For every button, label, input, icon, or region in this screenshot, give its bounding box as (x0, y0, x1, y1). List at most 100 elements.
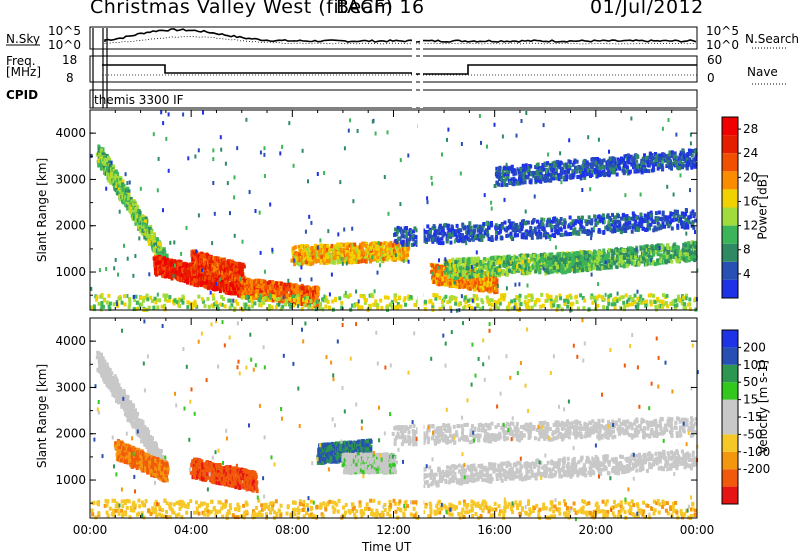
power-cell (447, 262, 451, 267)
power-cell (121, 179, 125, 184)
power-cell (216, 258, 220, 263)
power-cell (323, 257, 327, 262)
power-cell (216, 276, 220, 281)
power-cell (218, 289, 222, 294)
power-cell (155, 256, 159, 261)
power-cell (401, 250, 405, 255)
power-cell (230, 287, 234, 292)
power-cell (308, 297, 312, 301)
power-cell (309, 287, 313, 292)
power-cell (98, 163, 102, 168)
power-cell (97, 158, 101, 163)
power-cell (212, 268, 216, 273)
power-cell (339, 259, 343, 264)
power-cell (454, 280, 458, 284)
power-cell (239, 262, 243, 267)
power-cell (136, 223, 140, 228)
power-cell (156, 260, 160, 265)
power-cell (318, 250, 322, 254)
power-cell (102, 165, 106, 170)
power-cell (397, 256, 401, 261)
power-cell (107, 174, 111, 179)
power-cell (347, 256, 351, 261)
power-cell (387, 255, 391, 260)
power-cell (349, 257, 353, 262)
power-cell (191, 257, 195, 262)
power-cell (375, 250, 379, 255)
power-cell (316, 292, 320, 296)
power-cell (446, 265, 450, 270)
power-cell (173, 266, 177, 271)
power-cell (148, 229, 152, 234)
power-cell (560, 263, 564, 268)
power-cell (297, 261, 301, 266)
power-cell (495, 278, 499, 283)
power-cell (435, 275, 439, 280)
power-cell (126, 186, 130, 191)
power-cell (314, 259, 318, 263)
power-cell (252, 283, 256, 288)
power-cell (363, 259, 367, 264)
power-cell (263, 285, 267, 290)
power-cell (479, 273, 483, 278)
power-cell (184, 279, 188, 284)
power-cell (332, 256, 336, 261)
power-cell (451, 266, 455, 271)
power-cell (293, 245, 297, 250)
power-cell (321, 258, 325, 263)
power-cell (108, 157, 111, 162)
power-cell (369, 250, 373, 255)
power-cell (195, 274, 199, 279)
power-cell (318, 245, 321, 249)
power-cell (479, 285, 483, 290)
power-cell (476, 284, 480, 289)
power-cell (372, 253, 375, 258)
power-cell (144, 219, 147, 224)
power-cell (559, 257, 563, 262)
power-cell (101, 152, 105, 157)
power-cell (380, 258, 384, 263)
power-cell (99, 148, 103, 153)
power-cell (193, 255, 197, 260)
power-cell (233, 261, 237, 266)
power-cell (269, 285, 272, 290)
power-cell (253, 286, 257, 291)
power-cell (315, 294, 318, 299)
power-cell (292, 284, 296, 289)
power-cell (212, 256, 216, 261)
power-cell (199, 280, 203, 285)
power-cell (470, 259, 474, 264)
power-cell (217, 284, 221, 289)
power-cell (461, 280, 465, 285)
power-cell (162, 247, 166, 252)
power-cell (354, 247, 358, 252)
power-cell (141, 214, 144, 219)
power-cell (192, 263, 196, 268)
power-cell (165, 258, 169, 263)
power-cell (250, 281, 254, 286)
power-cell (106, 172, 109, 176)
power-cell (263, 279, 267, 284)
power-cell (224, 279, 228, 284)
power-cell (385, 241, 389, 246)
power-cell (346, 252, 349, 257)
power-cell (315, 249, 319, 254)
power-cell (357, 255, 361, 259)
power-cell (481, 286, 485, 291)
power-cell (127, 189, 131, 194)
power-cell (309, 257, 313, 262)
power-cell (131, 202, 135, 207)
power-cell (479, 260, 483, 264)
power-cell (355, 249, 359, 254)
power-cell (115, 180, 119, 185)
power-cell (312, 249, 316, 254)
power-cell (360, 248, 364, 252)
power-cell (187, 266, 191, 271)
power-cell (141, 217, 145, 222)
power-cell (342, 242, 346, 247)
power-cell (453, 275, 457, 280)
power-cell (312, 292, 315, 297)
power-cell (203, 253, 207, 258)
power-cell (398, 252, 402, 256)
